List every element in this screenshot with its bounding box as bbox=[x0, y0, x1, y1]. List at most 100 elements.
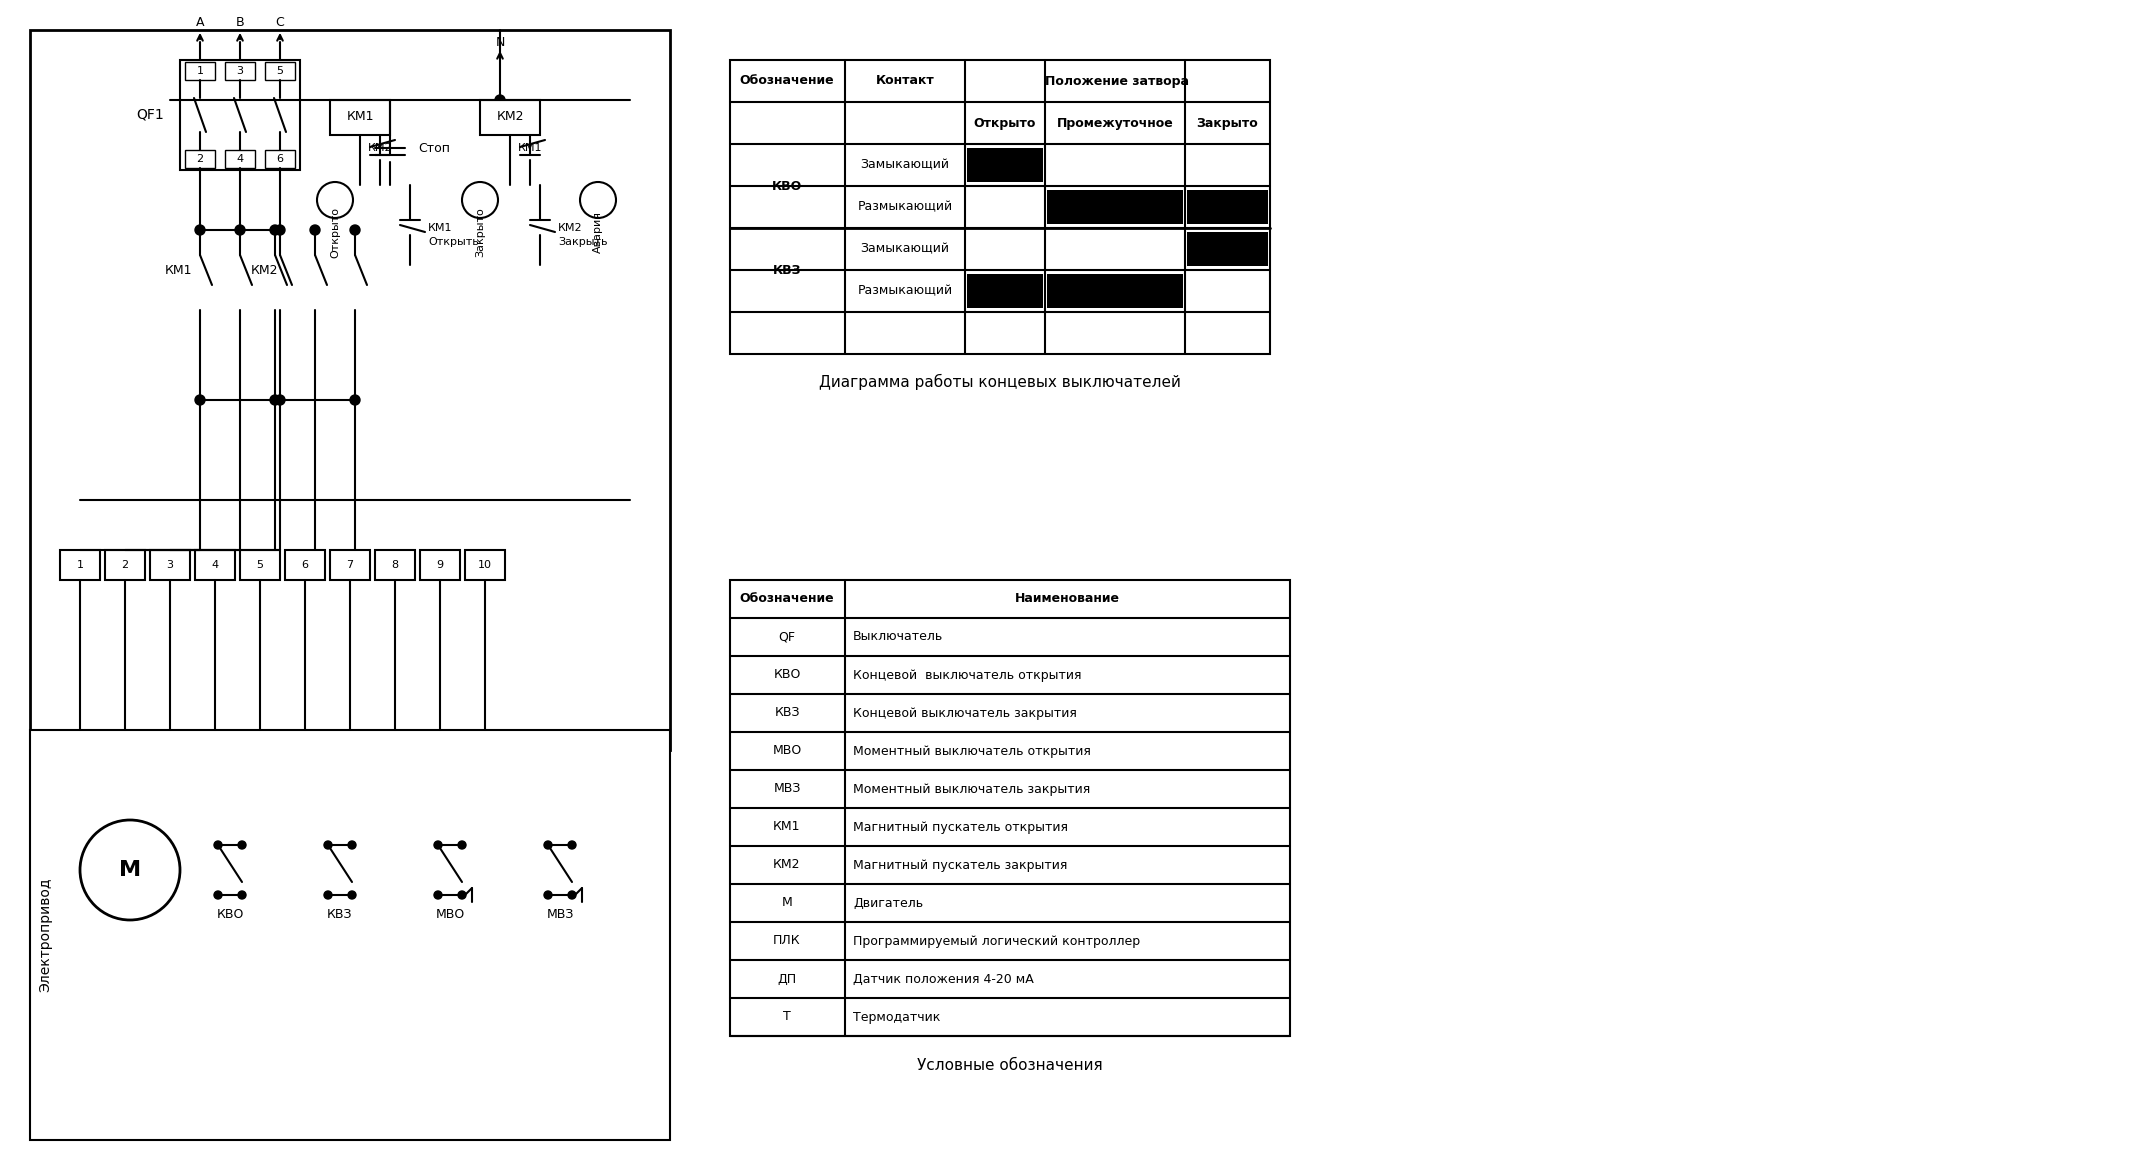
Text: Контакт: Контакт bbox=[876, 75, 933, 88]
Text: 3: 3 bbox=[166, 560, 173, 570]
Text: Магнитный пускатель открытия: Магнитный пускатель открытия bbox=[852, 820, 1068, 833]
Text: КМ2: КМ2 bbox=[774, 859, 801, 872]
Text: Обозначение: Обозначение bbox=[739, 593, 835, 606]
Text: Авария: Авария bbox=[592, 211, 603, 253]
Text: Размыкающий: Размыкающий bbox=[857, 285, 953, 298]
Text: МВО: МВО bbox=[435, 908, 465, 921]
Text: A: A bbox=[196, 15, 205, 28]
Text: 8: 8 bbox=[392, 560, 398, 570]
Text: Стоп: Стоп bbox=[418, 142, 450, 155]
Circle shape bbox=[435, 841, 441, 849]
Text: 4: 4 bbox=[211, 560, 219, 570]
Text: Концевой  выключатель открытия: Концевой выключатель открытия bbox=[852, 668, 1083, 681]
Text: Наименование: Наименование bbox=[1014, 593, 1119, 606]
Text: Положение затвора: Положение затвора bbox=[1044, 75, 1189, 88]
Bar bbox=[226, 150, 256, 168]
Circle shape bbox=[543, 841, 552, 849]
Text: КВЗ: КВЗ bbox=[774, 707, 799, 720]
Text: Замыкающий: Замыкающий bbox=[861, 243, 950, 255]
Text: Условные обозначения: Условные обозначения bbox=[916, 1058, 1104, 1074]
Text: КВЗ: КВЗ bbox=[328, 908, 354, 921]
Circle shape bbox=[275, 225, 286, 236]
Text: Выключатель: Выключатель bbox=[852, 631, 944, 643]
Text: МВЗ: МВЗ bbox=[546, 908, 573, 921]
Text: КМ2: КМ2 bbox=[369, 143, 392, 154]
Circle shape bbox=[196, 225, 205, 236]
Bar bbox=[30, 30, 669, 750]
Bar bbox=[241, 550, 279, 580]
Circle shape bbox=[324, 841, 332, 849]
Circle shape bbox=[347, 841, 356, 849]
Circle shape bbox=[569, 891, 575, 899]
Text: ДП: ДП bbox=[778, 973, 797, 986]
Circle shape bbox=[213, 891, 222, 899]
Text: Электропривод: Электропривод bbox=[38, 878, 51, 993]
Bar bbox=[185, 62, 215, 80]
Text: Замыкающий: Замыкающий bbox=[861, 158, 950, 171]
Text: ПЛК: ПЛК bbox=[774, 934, 801, 947]
Circle shape bbox=[213, 841, 222, 849]
Circle shape bbox=[458, 841, 467, 849]
Text: КМ2: КМ2 bbox=[497, 110, 524, 123]
Circle shape bbox=[239, 891, 245, 899]
Bar bbox=[104, 550, 145, 580]
Text: Диаграмма работы концевых выключателей: Диаграмма работы концевых выключателей bbox=[818, 374, 1181, 390]
Text: Т: Т bbox=[782, 1010, 791, 1023]
Text: C: C bbox=[275, 15, 283, 28]
Bar bbox=[731, 580, 1289, 1036]
Circle shape bbox=[435, 891, 441, 899]
Text: 2: 2 bbox=[196, 154, 205, 164]
Bar bbox=[185, 150, 215, 168]
Text: КМ2: КМ2 bbox=[558, 223, 582, 233]
Circle shape bbox=[462, 182, 499, 218]
Circle shape bbox=[458, 891, 467, 899]
Text: М: М bbox=[782, 897, 793, 909]
Text: Размыкающий: Размыкающий bbox=[857, 200, 953, 213]
Text: М: М bbox=[119, 860, 141, 880]
Text: B: B bbox=[237, 15, 245, 28]
Bar bbox=[264, 150, 294, 168]
Text: Концевой выключатель закрытия: Концевой выключатель закрытия bbox=[852, 707, 1076, 720]
Circle shape bbox=[271, 225, 279, 236]
Bar bbox=[731, 60, 1270, 354]
Bar bbox=[179, 60, 300, 170]
Bar bbox=[226, 62, 256, 80]
Circle shape bbox=[275, 395, 286, 406]
Bar bbox=[149, 550, 190, 580]
Text: 3: 3 bbox=[237, 66, 243, 76]
Circle shape bbox=[349, 225, 360, 236]
Bar bbox=[30, 730, 669, 1140]
Text: QF1: QF1 bbox=[136, 108, 164, 122]
Bar bbox=[465, 550, 505, 580]
Text: 2: 2 bbox=[121, 560, 128, 570]
Bar bbox=[60, 550, 100, 580]
Circle shape bbox=[324, 891, 332, 899]
Bar bbox=[1187, 190, 1268, 224]
Text: Закрыто: Закрыто bbox=[1195, 116, 1257, 129]
Text: Открыть: Открыть bbox=[428, 237, 479, 247]
Circle shape bbox=[349, 395, 360, 406]
Bar bbox=[479, 100, 539, 135]
Circle shape bbox=[234, 225, 245, 236]
Text: Программируемый логический контроллер: Программируемый логический контроллер bbox=[852, 934, 1140, 947]
Text: Моментный выключатель закрытия: Моментный выключатель закрытия bbox=[852, 783, 1091, 796]
Text: КМ1: КМ1 bbox=[774, 820, 801, 833]
Text: КМ2: КМ2 bbox=[251, 264, 279, 277]
Text: 10: 10 bbox=[477, 560, 492, 570]
Circle shape bbox=[196, 395, 205, 406]
Text: КВО: КВО bbox=[771, 179, 801, 192]
Text: 6: 6 bbox=[277, 154, 283, 164]
Circle shape bbox=[318, 182, 354, 218]
Bar bbox=[264, 62, 294, 80]
Text: 4: 4 bbox=[237, 154, 243, 164]
Circle shape bbox=[271, 395, 279, 406]
Text: 1: 1 bbox=[77, 560, 83, 570]
Bar bbox=[330, 100, 390, 135]
Text: МВО: МВО bbox=[771, 744, 801, 757]
Circle shape bbox=[494, 95, 505, 105]
Text: Открыто: Открыто bbox=[330, 206, 341, 258]
Circle shape bbox=[347, 891, 356, 899]
Bar bbox=[967, 274, 1042, 308]
Text: 6: 6 bbox=[300, 560, 309, 570]
Text: QF: QF bbox=[778, 631, 795, 643]
